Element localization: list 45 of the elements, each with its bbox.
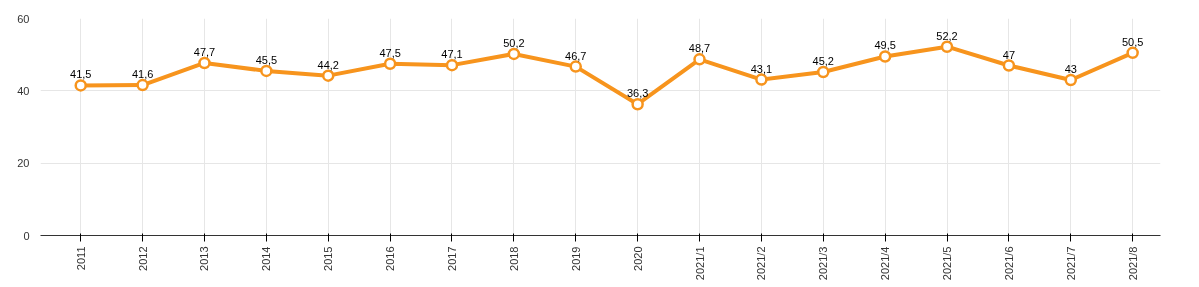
- point: [74, 79, 87, 92]
- point: [1002, 59, 1016, 72]
- x-tick-label: 2021/4: [879, 246, 892, 281]
- point: [693, 53, 706, 66]
- y-tick-label: 0: [23, 229, 30, 242]
- x-tick-label: 2021/1: [693, 246, 706, 281]
- data-label: 52,2: [936, 29, 958, 42]
- data-label: 47,1: [441, 48, 463, 61]
- data-label: 43,1: [750, 62, 773, 75]
- data-label: 47: [1002, 48, 1016, 61]
- data-label: 50,2: [503, 36, 525, 49]
- y-tick-label: 60: [17, 12, 30, 25]
- x-tick-label: 2020: [631, 246, 644, 271]
- x-tick-label: 2021/8: [1126, 246, 1139, 281]
- x-tick-label: 2018: [507, 246, 520, 271]
- y-tick-label: 20: [17, 157, 30, 170]
- data-label: 48,7: [688, 42, 711, 55]
- x-tick-label: 2021/6: [1002, 246, 1015, 281]
- y-tick-label: 40: [17, 84, 30, 97]
- data-label: 43: [1064, 62, 1077, 75]
- x-tick-label: 2012: [136, 246, 149, 271]
- data-label: 47,7: [193, 45, 216, 58]
- data-label: 36,3: [626, 87, 649, 100]
- x-tick-label: 2014: [260, 246, 273, 271]
- data-label: 50,5: [1121, 35, 1144, 48]
- x-tick-label: 2021/3: [817, 246, 830, 281]
- x-tick-label: 2017: [445, 246, 458, 271]
- x-tick-label: 2011: [74, 246, 87, 271]
- x-tick-label: 2021/5: [941, 246, 954, 281]
- x-tick-label: 2016: [384, 246, 397, 271]
- x-tick-label: 2021/7: [1064, 246, 1077, 281]
- data-label: 41,5: [70, 68, 92, 81]
- data-label: 49,5: [874, 39, 896, 52]
- data-label: 45,2: [812, 55, 834, 68]
- data-label: 46,7: [565, 49, 587, 62]
- data-label: 41,6: [131, 68, 154, 81]
- data-label: 44,2: [317, 58, 339, 71]
- x-tick-label: 2013: [198, 246, 211, 271]
- point: [1064, 73, 1078, 87]
- data-label: 45,5: [255, 53, 278, 66]
- x-tick-label: 2015: [322, 246, 335, 271]
- point: [878, 50, 892, 63]
- x-tick-label: 2019: [569, 246, 582, 271]
- data-label: 47,5: [379, 46, 401, 59]
- x-tick-label: 2021/2: [755, 246, 768, 281]
